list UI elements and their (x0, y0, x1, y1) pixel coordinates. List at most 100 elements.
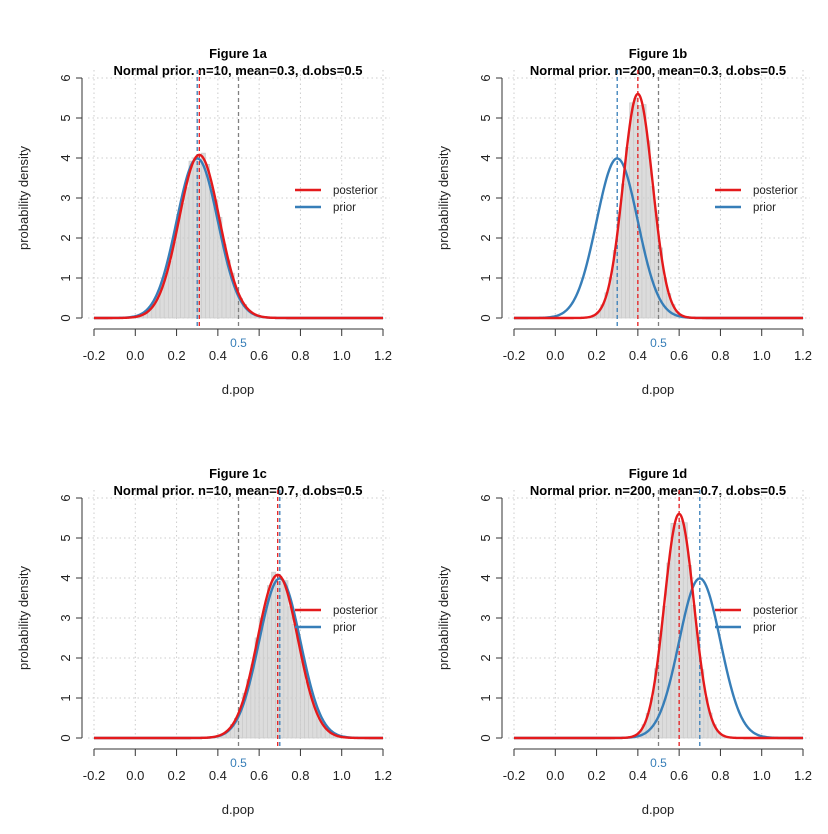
x-tick-label: 0.6 (250, 348, 268, 363)
x-tick-label: 0.4 (629, 768, 647, 783)
histogram (588, 98, 688, 319)
x-tick-label: -0.2 (503, 348, 525, 363)
y-axis-label: probability density (16, 145, 31, 250)
chart-title: Figure 1c (209, 466, 267, 481)
legend: posterior prior (295, 605, 378, 634)
observed-value-label: 0.5 (230, 756, 247, 770)
x-tick-label: -0.2 (503, 768, 525, 783)
legend-label-posterior: posterior (753, 185, 798, 197)
y-tick-label: 3 (478, 614, 493, 621)
histogram-bar (670, 523, 676, 739)
legend-label-posterior: posterior (333, 185, 378, 197)
x-tick-label: 0.8 (291, 348, 309, 363)
histogram-bar (691, 604, 696, 739)
y-tick-label: 3 (58, 194, 73, 201)
x-tick-label: 0.0 (126, 768, 144, 783)
y-tick-label: 6 (478, 74, 493, 81)
legend-label-prior: prior (753, 202, 776, 214)
x-tick-label: 0.8 (711, 768, 729, 783)
legend-label-prior: prior (333, 202, 356, 214)
y-axis-label: probability density (436, 565, 451, 670)
y-tick-label: 3 (478, 194, 493, 201)
histogram-bar (662, 605, 668, 739)
x-axis-label: d.pop (222, 802, 255, 817)
y-tick-label: 0 (58, 734, 73, 741)
x-tick-label: 0.8 (711, 348, 729, 363)
histogram-bar (291, 624, 297, 739)
histogram-bar (180, 203, 186, 319)
x-tick-label: 0.6 (670, 348, 688, 363)
y-tick-label: 1 (58, 694, 73, 701)
x-tick-label: 0.2 (168, 768, 186, 783)
histogram-bar (641, 104, 647, 319)
legend: posterior prior (715, 185, 798, 214)
legend-label-prior: prior (333, 622, 356, 634)
x-tick-label: 0.0 (546, 348, 564, 363)
y-tick-label: 4 (478, 154, 493, 161)
x-tick-label: 1.2 (794, 348, 812, 363)
histogram-bar (209, 189, 215, 319)
histogram-bar (304, 681, 309, 739)
observed-value-label: 0.5 (650, 336, 667, 350)
posterior-curve (94, 153, 383, 320)
chart-title: Figure 1b (629, 46, 688, 61)
y-tick-label: 0 (478, 734, 493, 741)
histogram-bar (188, 160, 194, 319)
grid (88, 70, 390, 322)
legend: posterior prior (715, 605, 798, 634)
histogram-bar (267, 585, 272, 739)
histogram-bar (300, 661, 305, 739)
histogram-bar (649, 186, 655, 319)
chart-title: Figure 1a (209, 46, 268, 61)
x-tick-label: 1.2 (794, 768, 812, 783)
x-tick-label: 1.0 (753, 348, 771, 363)
y-tick-label: 6 (58, 494, 73, 501)
x-tick-label: 1.0 (753, 768, 771, 783)
x-axis-label: d.pop (642, 382, 675, 397)
posterior-curve (514, 512, 803, 740)
y-tick-label: 6 (478, 494, 493, 501)
y-tick-label: 1 (58, 274, 73, 281)
y-tick-label: 3 (58, 614, 73, 621)
x-tick-label: 0.2 (588, 768, 606, 783)
y-tick-label: 5 (478, 534, 493, 541)
histogram-bar (283, 580, 289, 739)
histogram-bar (184, 187, 190, 319)
y-tick-label: 5 (478, 114, 493, 121)
x-axis-label: d.pop (642, 802, 675, 817)
x-axis-label: d.pop (222, 382, 255, 397)
y-tick-label: 6 (58, 74, 73, 81)
x-tick-label: 1.0 (333, 768, 351, 783)
chart-title: Figure 1d (629, 466, 688, 481)
x-tick-label: -0.2 (83, 348, 105, 363)
histogram-bar (201, 152, 206, 319)
histogram-bar (629, 102, 635, 319)
x-tick-label: 0.2 (588, 348, 606, 363)
x-tick-label: 1.0 (333, 348, 351, 363)
histogram-bar (205, 164, 210, 319)
x-tick-label: 0.4 (629, 348, 647, 363)
y-tick-label: 4 (58, 574, 73, 581)
legend-label-posterior: posterior (333, 605, 378, 617)
y-tick-label: 4 (58, 154, 73, 161)
y-tick-label: 0 (58, 314, 73, 321)
x-tick-label: 1.2 (374, 768, 392, 783)
x-tick-label: 0.6 (250, 768, 268, 783)
x-tick-label: 0.4 (209, 768, 227, 783)
x-tick-label: -0.2 (83, 768, 105, 783)
y-tick-label: 2 (58, 234, 73, 241)
x-tick-label: 0.8 (291, 768, 309, 783)
y-axis-label: probability density (436, 145, 451, 250)
posterior-curve (514, 92, 803, 320)
y-tick-label: 0 (478, 314, 493, 321)
observed-value-label: 0.5 (230, 336, 247, 350)
histogram-bar (271, 571, 276, 739)
x-tick-label: 0.0 (546, 768, 564, 783)
y-tick-label: 1 (478, 274, 493, 281)
y-tick-label: 2 (478, 234, 493, 241)
